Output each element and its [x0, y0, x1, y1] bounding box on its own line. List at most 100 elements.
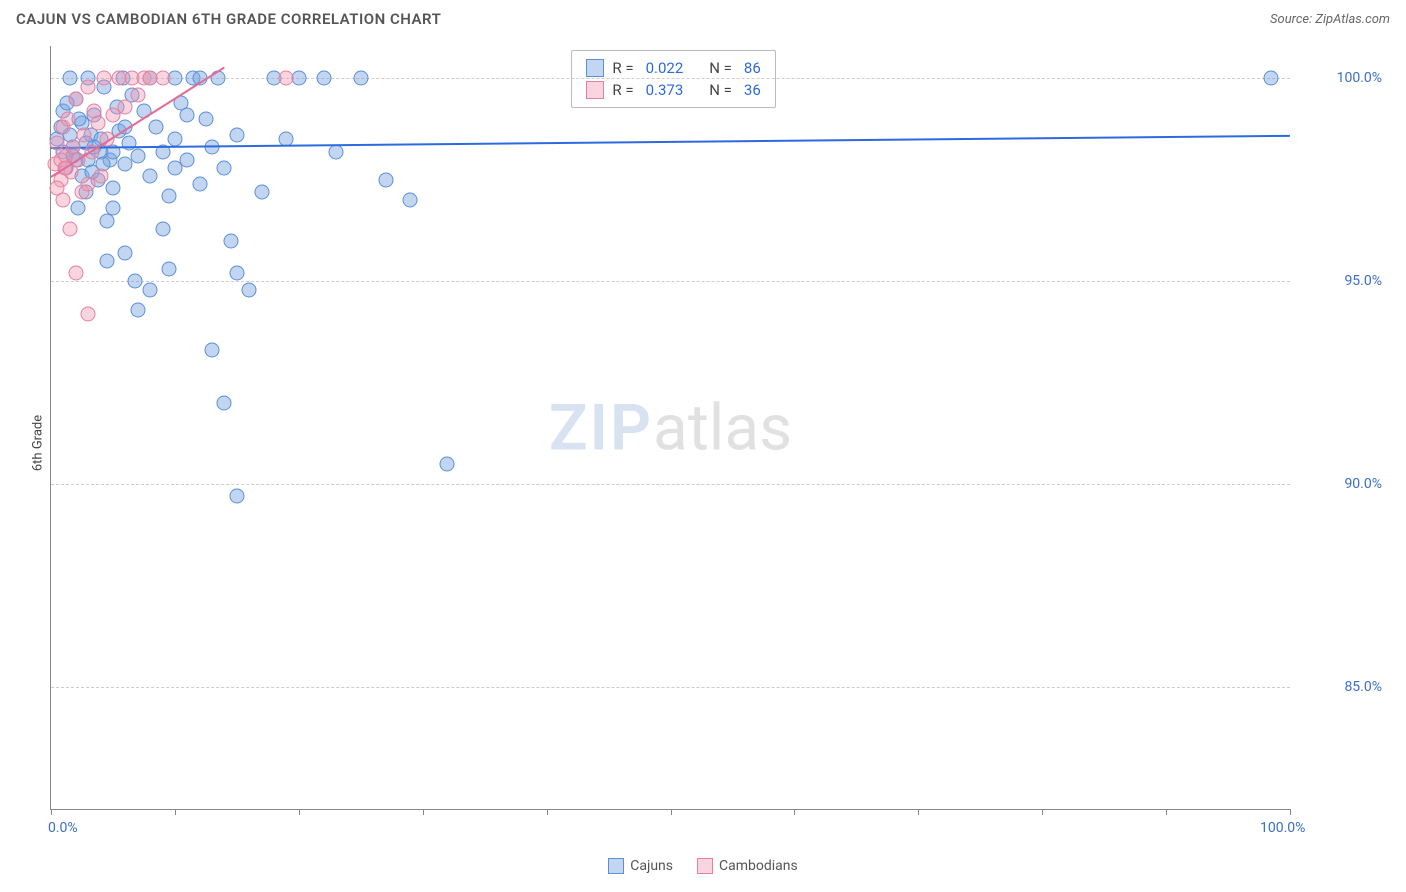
legend-row: R = 0.022 N = 86 [586, 57, 760, 79]
data-point [155, 71, 170, 86]
legend-n-label: N = [709, 59, 732, 77]
x-tick [175, 809, 176, 815]
data-point [68, 91, 83, 106]
data-point [62, 71, 77, 86]
plot-area: ZIPatlas R = 0.022N = 86R = 0.373N = 36 … [50, 46, 1290, 810]
gridline [51, 484, 1290, 485]
data-point [71, 201, 86, 216]
data-point [378, 172, 393, 187]
data-point [167, 160, 182, 175]
legend-n-value: 86 [744, 59, 761, 77]
data-point [229, 489, 244, 504]
data-point [217, 160, 232, 175]
gridline [51, 78, 1290, 79]
data-point [68, 266, 83, 281]
data-point [99, 254, 114, 269]
data-point [105, 201, 120, 216]
legend-item: Cambodians [697, 858, 798, 874]
watermark-atlas: atlas [653, 390, 792, 465]
legend-swatch [608, 858, 624, 874]
legend-swatch [697, 858, 713, 874]
x-tick [547, 809, 548, 815]
data-point [161, 189, 176, 204]
data-point [229, 266, 244, 281]
chart-area: 6th Grade ZIPatlas R = 0.022N = 86R = 0.… [40, 46, 1390, 840]
x-tick [51, 809, 52, 815]
data-point [143, 282, 158, 297]
y-tick-label: 90.0% [1302, 476, 1382, 492]
data-point [97, 71, 112, 86]
chart-header: CAJUN VS CAMBODIAN 6TH GRADE CORRELATION… [0, 0, 1406, 34]
data-point [81, 79, 96, 94]
data-point [81, 306, 96, 321]
data-point [192, 176, 207, 191]
chart-source: Source: ZipAtlas.com [1270, 12, 1390, 27]
data-point [180, 107, 195, 122]
data-point [143, 168, 158, 183]
legend-swatch [586, 81, 604, 99]
data-point [217, 396, 232, 411]
data-point [155, 221, 170, 236]
legend-item: Cajuns [608, 858, 673, 874]
y-tick-label: 95.0% [1302, 273, 1382, 289]
data-point [229, 128, 244, 143]
x-tick [671, 809, 672, 815]
x-tick [794, 809, 795, 815]
data-point [198, 112, 213, 127]
y-tick-label: 85.0% [1302, 679, 1382, 695]
x-axis-start-label: 0.0% [48, 820, 78, 836]
chart-title: CAJUN VS CAMBODIAN 6TH GRADE CORRELATION… [16, 10, 441, 28]
legend-n-label: N = [709, 81, 732, 99]
data-point [105, 181, 120, 196]
legend-row: R = 0.373 N = 36 [586, 79, 760, 101]
legend-label: Cajuns [630, 858, 673, 874]
x-tick [1290, 809, 1291, 815]
data-point [61, 112, 76, 127]
legend-r-value: 0.022 [646, 59, 684, 77]
watermark: ZIPatlas [549, 390, 792, 465]
data-point [161, 262, 176, 277]
data-point [50, 181, 65, 196]
x-tick [918, 809, 919, 815]
data-point [279, 71, 294, 86]
x-tick [299, 809, 300, 815]
data-point [242, 282, 257, 297]
data-point [130, 302, 145, 317]
legend-swatch [586, 59, 604, 77]
data-point [316, 71, 331, 86]
data-point [167, 132, 182, 147]
legend-r-label: R = [612, 59, 633, 77]
data-point [353, 71, 368, 86]
gridline [51, 687, 1290, 688]
series-legend: Cajuns Cambodians [0, 858, 1406, 874]
data-point [91, 116, 106, 131]
data-point [223, 233, 238, 248]
data-point [149, 120, 164, 135]
data-point [62, 221, 77, 236]
data-point [130, 148, 145, 163]
legend-n-value: 36 [744, 81, 761, 99]
legend-label: Cambodians [719, 858, 798, 874]
x-tick [423, 809, 424, 815]
x-tick [1042, 809, 1043, 815]
data-point [403, 193, 418, 208]
watermark-zip: ZIP [549, 390, 653, 465]
y-tick-label: 100.0% [1302, 70, 1382, 86]
legend-r-label: R = [612, 81, 633, 99]
data-point [118, 245, 133, 260]
gridline [51, 281, 1290, 282]
data-point [328, 144, 343, 159]
data-point [128, 274, 143, 289]
data-point [254, 185, 269, 200]
data-point [77, 128, 92, 143]
data-point [130, 87, 145, 102]
x-axis-end-label: 100.0% [1260, 820, 1305, 836]
data-point [440, 457, 455, 472]
legend-r-value: 0.373 [646, 81, 684, 99]
x-tick [1166, 809, 1167, 815]
data-point [93, 168, 108, 183]
data-point [205, 343, 220, 358]
y-axis-label: 6th Grade [31, 415, 46, 471]
data-point [1264, 71, 1279, 86]
data-point [118, 99, 133, 114]
